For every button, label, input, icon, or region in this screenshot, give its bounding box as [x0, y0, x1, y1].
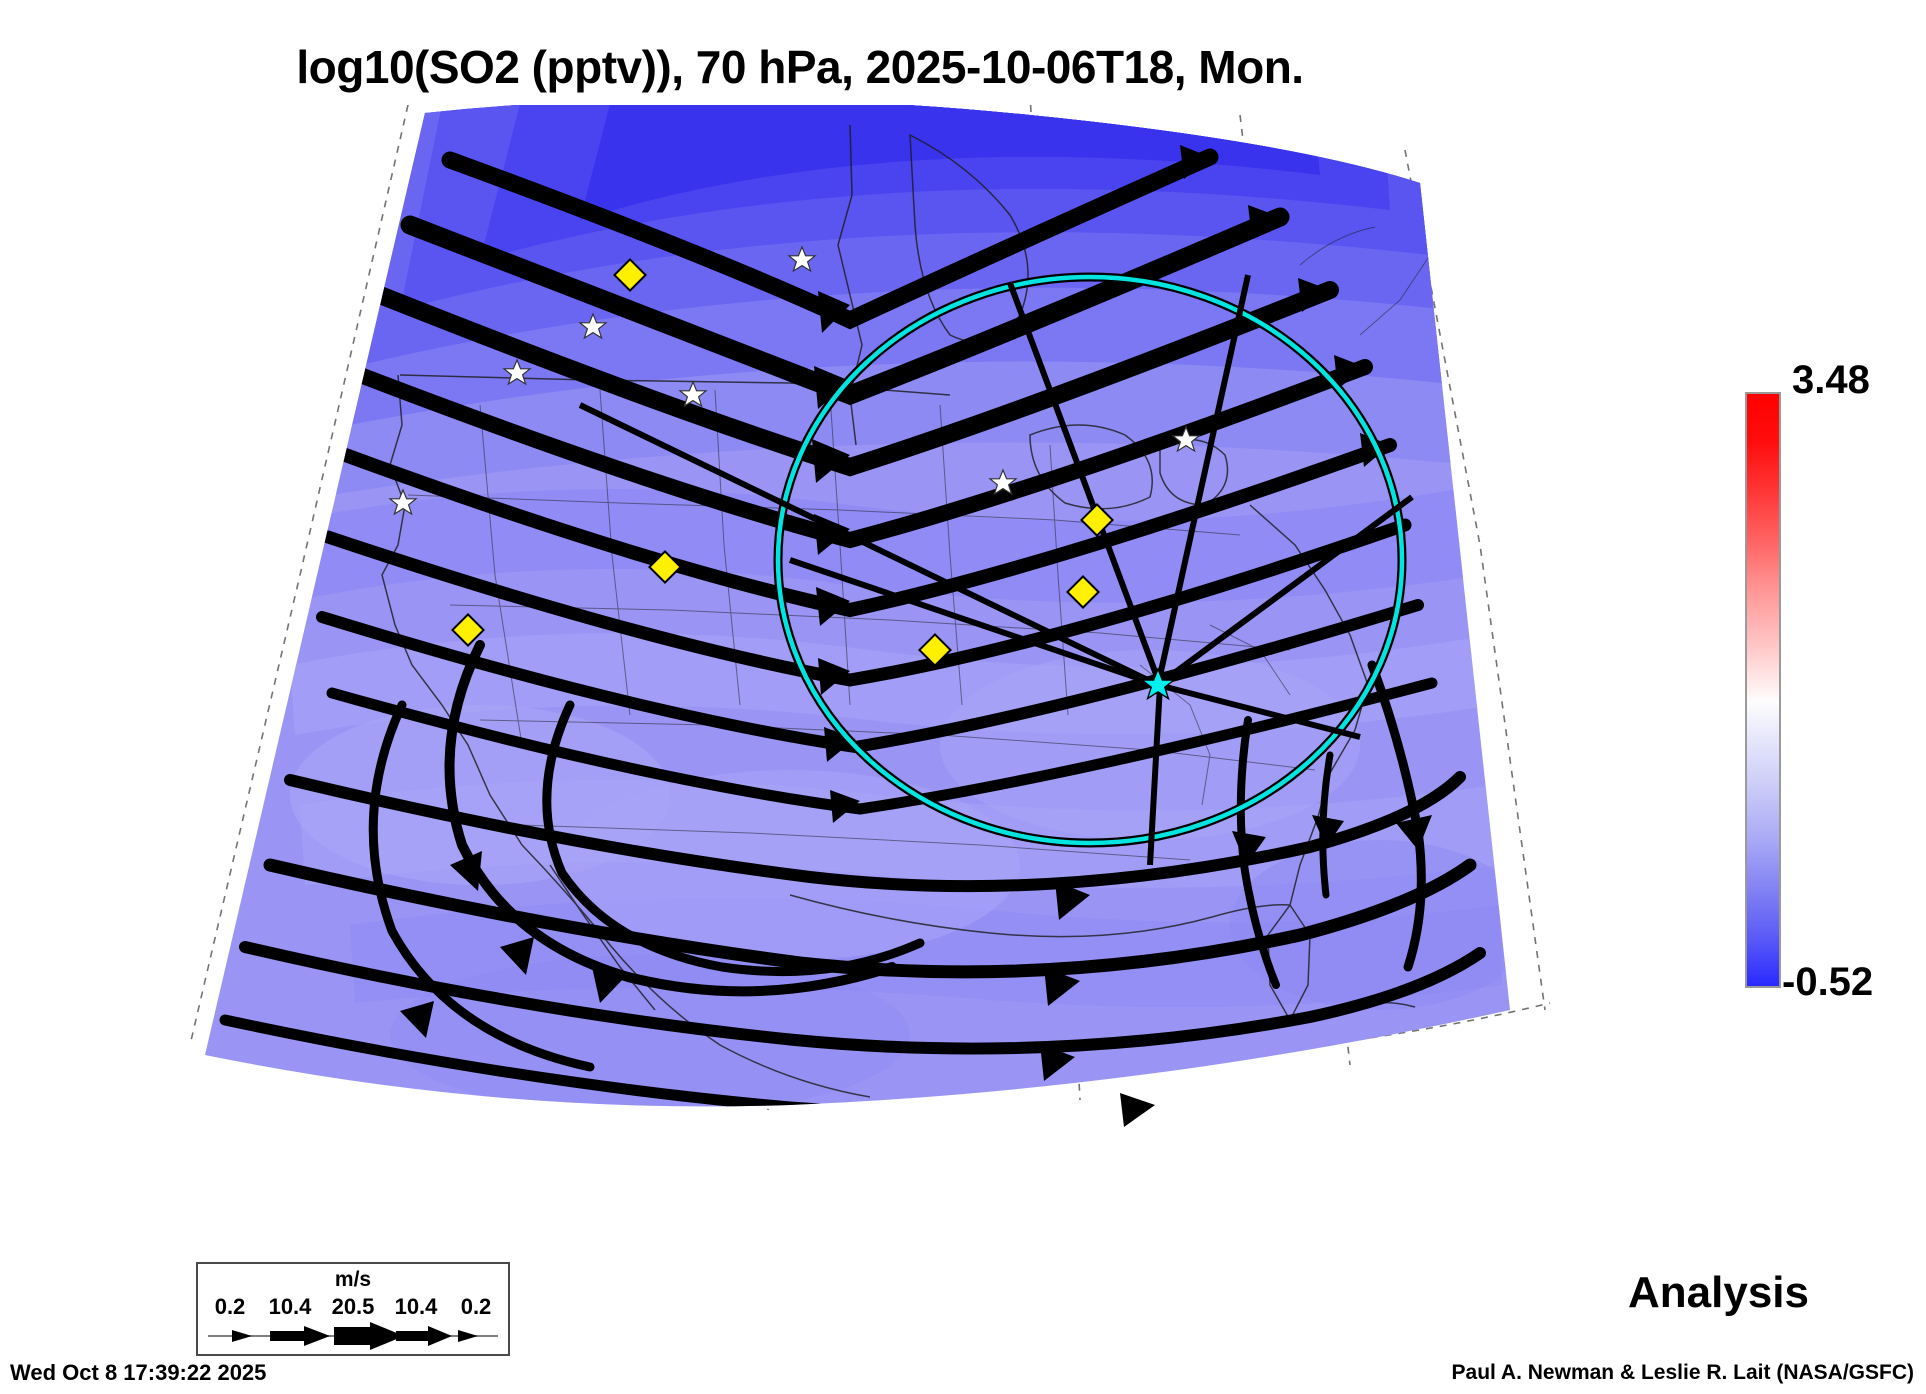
colorbar: 3.48 -0.52 [1700, 330, 1926, 1030]
yellow-markers [451, 258, 1114, 667]
colorbar-gradient [1745, 392, 1781, 988]
wind-speed-legend: m/s 0.2 10.4 20.5 10.4 0.2 [196, 1262, 510, 1356]
so2-contour-fill [205, 105, 1510, 1107]
wind-tick-0: 0.2 [214, 1294, 246, 1319]
wind-tick-3: 10.4 [394, 1294, 438, 1319]
site-star-icon [1139, 667, 1177, 701]
white-markers [388, 245, 1201, 516]
wind-streamlines [219, 148, 1486, 1107]
range-ring-inner [775, 274, 1405, 846]
page-title: log10(SO2 (pptv)), 70 hPa, 2025-10-06T18… [296, 41, 1304, 93]
wind-tick-4: 0.2 [460, 1294, 492, 1319]
colorbar-min-label: -0.52 [1782, 960, 1874, 1004]
colorbar-max-label: 3.48 [1792, 358, 1870, 402]
wind-units-label: m/s [334, 1268, 372, 1291]
streamline-arrowheads [400, 145, 1432, 1127]
wind-tick-2: 20.5 [331, 1294, 375, 1319]
generation-timestamp: Wed Oct 8 17:39:22 2025 [10, 1360, 267, 1385]
wind-tick-1: 10.4 [268, 1294, 312, 1319]
analysis-label: Analysis [1628, 1268, 1809, 1317]
wind-arrow-scale [208, 1322, 498, 1350]
author-credit: Paul A. Newman & Leslie R. Lait (NASA/GS… [1451, 1361, 1914, 1384]
map-svg [189, 105, 1551, 1127]
map-plot-area [150, 105, 1570, 1285]
